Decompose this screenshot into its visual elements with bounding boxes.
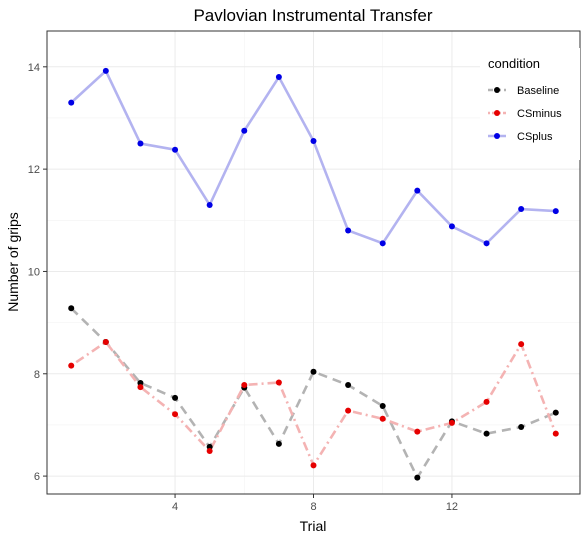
legend-key-point-csplus <box>494 133 500 139</box>
data-point-csminus <box>518 341 525 348</box>
legend-label-baseline: Baseline <box>517 85 559 97</box>
data-point-csminus <box>102 339 109 346</box>
data-point-csminus <box>379 415 386 422</box>
legend-label-csplus: CSplus <box>517 131 553 143</box>
data-point-baseline <box>414 474 421 481</box>
data-point-csminus <box>275 379 282 386</box>
data-point-csplus <box>345 227 352 234</box>
legend-key-point-csminus <box>494 110 500 116</box>
data-point-baseline <box>345 382 352 389</box>
data-point-csminus <box>483 398 490 405</box>
legend-background <box>480 48 580 160</box>
data-point-csplus <box>552 208 559 215</box>
data-point-csminus <box>68 362 75 369</box>
data-point-csminus <box>414 428 421 435</box>
data-point-csminus <box>448 419 455 426</box>
legend-label-csminus: CSminus <box>517 108 562 120</box>
x-tick-label: 8 <box>310 501 316 513</box>
legend: condition Baseline CSminus CSplus <box>480 48 580 160</box>
series-layer <box>68 67 559 481</box>
y-tick-label: 12 <box>28 164 40 176</box>
data-point-csplus <box>310 137 317 144</box>
series-line-baseline <box>70 307 557 481</box>
data-point-csplus <box>275 74 282 81</box>
data-point-baseline <box>172 394 179 401</box>
y-tick-label: 10 <box>28 266 40 278</box>
legend-title: condition <box>488 56 540 71</box>
legend-key-point-baseline <box>494 87 500 93</box>
tick-layer: 4 8 12 6 8 10 12 14 <box>28 62 458 513</box>
data-point-csminus <box>310 462 317 469</box>
data-point-baseline <box>483 430 490 437</box>
data-point-baseline <box>518 423 525 430</box>
data-point-csplus <box>68 99 75 106</box>
data-point-baseline <box>552 409 559 416</box>
data-point-csminus <box>137 384 144 391</box>
data-point-csminus <box>172 411 179 418</box>
data-point-csminus <box>241 382 248 389</box>
data-point-csplus <box>518 206 525 213</box>
y-tick-label: 14 <box>28 62 40 74</box>
y-axis-title: Number of grips <box>5 212 21 312</box>
data-point-csplus <box>414 187 421 194</box>
data-point-baseline <box>310 368 317 375</box>
data-point-csplus <box>206 201 213 208</box>
data-point-csplus <box>137 140 144 147</box>
data-point-csminus <box>345 407 352 414</box>
data-point-baseline <box>379 403 386 410</box>
data-point-baseline <box>275 440 282 447</box>
legend-items: Baseline CSminus CSplus <box>488 85 562 143</box>
x-tick-label: 12 <box>446 501 458 513</box>
data-point-csplus <box>448 223 455 230</box>
chart-title: Pavlovian Instrumental Transfer <box>193 6 432 25</box>
data-point-csminus <box>206 448 213 455</box>
x-axis-title: Trial <box>300 518 327 534</box>
y-tick-label: 8 <box>34 369 40 381</box>
x-tick-label: 4 <box>172 501 178 513</box>
data-point-csplus <box>241 127 248 134</box>
data-point-baseline <box>68 305 75 312</box>
data-point-csplus <box>483 240 490 247</box>
data-point-csplus <box>102 67 109 74</box>
y-tick-label: 6 <box>34 471 40 483</box>
data-point-csplus <box>379 240 386 247</box>
data-point-csminus <box>552 430 559 437</box>
data-point-csplus <box>172 146 179 153</box>
